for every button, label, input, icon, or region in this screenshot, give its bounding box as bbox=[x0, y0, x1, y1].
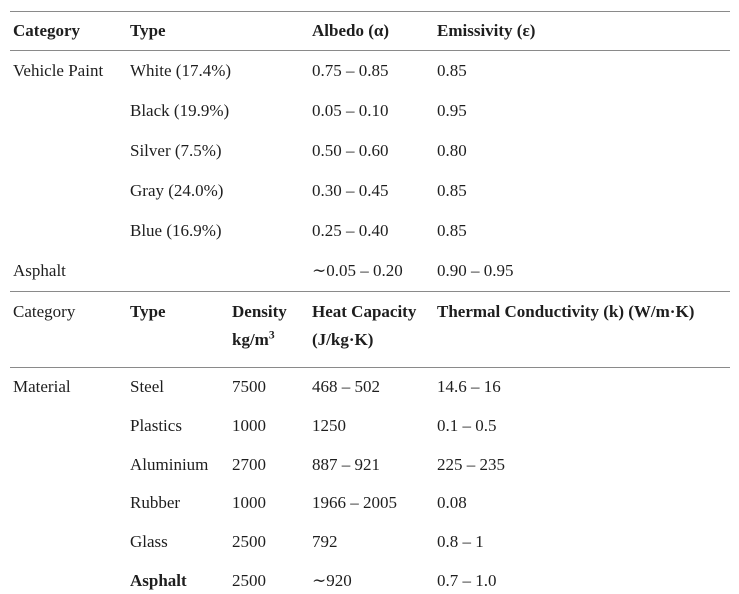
header-density-unit: kg/m3 bbox=[232, 328, 275, 349]
table-row: Silver (7.5%) 0.50 – 0.60 0.80 bbox=[10, 131, 730, 171]
table-row: Material Steel 7500 468 – 502 14.6 – 16 bbox=[10, 368, 730, 407]
cell-type: Rubber bbox=[130, 493, 181, 513]
cell-density: 2700 bbox=[232, 454, 266, 474]
cell-category: Material bbox=[13, 377, 71, 397]
cell-heat-capacity: 468 – 502 bbox=[312, 377, 380, 397]
cell-category bbox=[10, 445, 127, 484]
cell-emissivity: 0.85 bbox=[437, 181, 467, 200]
cell-type: Aluminium bbox=[130, 454, 209, 474]
cell-density: 2500 bbox=[232, 532, 266, 552]
cell-type: Asphalt bbox=[130, 570, 187, 590]
material-properties-table: Category Type Density kg/m3 Heat Capacit… bbox=[10, 291, 730, 594]
cell-type: Blue (16.9%) bbox=[130, 221, 222, 240]
cell-category bbox=[10, 407, 127, 446]
cell-thermal-conductivity: 0.08 bbox=[437, 493, 467, 513]
albedo-table-header-row: Category Type Albedo (α) Emissivity (ε) bbox=[10, 12, 730, 51]
header-heat-capacity: Heat Capacity (J/kg·K) bbox=[309, 292, 434, 368]
header-heat-capacity-unit: (J/kg·K) bbox=[312, 330, 374, 349]
cell-emissivity: 0.95 bbox=[437, 101, 467, 120]
header-albedo: Albedo (α) bbox=[312, 21, 390, 40]
cell-heat-capacity: 792 bbox=[312, 532, 338, 552]
density-superscript: 3 bbox=[268, 328, 275, 342]
cell-category: Asphalt bbox=[13, 261, 66, 280]
cell-category: Vehicle Paint bbox=[13, 61, 104, 80]
cell-category bbox=[10, 523, 127, 562]
cell-type: Plastics bbox=[130, 416, 182, 436]
cell-type bbox=[127, 251, 309, 291]
cell-heat-capacity: 1966 – 2005 bbox=[312, 493, 397, 513]
cell-type: Silver (7.5%) bbox=[130, 141, 222, 160]
table-row: Vehicle Paint White (17.4%) 0.75 – 0.85 … bbox=[10, 51, 730, 92]
cell-thermal-conductivity: 0.1 – 0.5 bbox=[437, 416, 497, 436]
cell-albedo: 0.75 – 0.85 bbox=[312, 61, 389, 80]
table-row: Gray (24.0%) 0.30 – 0.45 0.85 bbox=[10, 171, 730, 211]
header-emissivity: Emissivity (ε) bbox=[437, 21, 536, 40]
cell-density: 7500 bbox=[232, 377, 266, 397]
table-row: Asphalt 2500 ∼920 0.7 – 1.0 bbox=[10, 561, 730, 594]
cell-emissivity: 0.85 bbox=[437, 221, 467, 240]
cell-thermal-conductivity: 14.6 – 16 bbox=[437, 377, 501, 397]
cell-heat-capacity: ∼920 bbox=[312, 570, 352, 590]
cell-type: Black (19.9%) bbox=[130, 101, 230, 120]
cell-heat-capacity: 1250 bbox=[312, 416, 346, 436]
cell-albedo: 0.05 – 0.10 bbox=[312, 101, 389, 120]
table-row: Glass 2500 792 0.8 – 1 bbox=[10, 523, 730, 562]
cell-albedo: 0.30 – 0.45 bbox=[312, 181, 389, 200]
cell-type: Gray (24.0%) bbox=[130, 181, 224, 200]
cell-emissivity: 0.80 bbox=[437, 141, 467, 160]
cell-category bbox=[10, 171, 127, 211]
cell-category bbox=[10, 561, 127, 594]
header-heat-capacity-line1: Heat Capacity bbox=[312, 302, 417, 321]
table-row: Plastics 1000 1250 0.1 – 0.5 bbox=[10, 407, 730, 446]
cell-emissivity: 0.90 – 0.95 bbox=[437, 261, 514, 280]
header-thermal-conductivity: Thermal Conductivity (k) (W/m·K) bbox=[437, 302, 695, 321]
cell-type: Glass bbox=[130, 532, 168, 552]
cell-thermal-conductivity: 0.8 – 1 bbox=[437, 532, 484, 552]
header-type: Type bbox=[130, 302, 166, 321]
header-category: Category bbox=[13, 21, 81, 40]
cell-albedo: 0.50 – 0.60 bbox=[312, 141, 389, 160]
header-density: Density kg/m3 bbox=[229, 292, 309, 368]
cell-density: 2500 bbox=[232, 570, 266, 590]
cell-heat-capacity: 887 – 921 bbox=[312, 454, 380, 474]
table-row: Black (19.9%) 0.05 – 0.10 0.95 bbox=[10, 91, 730, 131]
cell-density: 1000 bbox=[232, 493, 266, 513]
cell-type: White (17.4%) bbox=[130, 61, 232, 80]
cell-type: Steel bbox=[130, 377, 164, 397]
header-type: Type bbox=[130, 21, 166, 40]
cell-thermal-conductivity: 0.7 – 1.0 bbox=[437, 570, 497, 590]
cell-category bbox=[10, 91, 127, 131]
header-density-line1: Density bbox=[232, 302, 287, 321]
cell-category bbox=[10, 131, 127, 171]
cell-category bbox=[10, 211, 127, 251]
header-category: Category bbox=[13, 302, 76, 321]
cell-thermal-conductivity: 225 – 235 bbox=[437, 454, 505, 474]
albedo-emissivity-table: Category Type Albedo (α) Emissivity (ε) … bbox=[10, 11, 730, 291]
table-row: Asphalt ∼0.05 – 0.20 0.90 – 0.95 bbox=[10, 251, 730, 291]
cell-emissivity: 0.85 bbox=[437, 61, 467, 80]
material-table-header-row: Category Type Density kg/m3 Heat Capacit… bbox=[10, 292, 730, 368]
cell-density: 1000 bbox=[232, 416, 266, 436]
table-row: Aluminium 2700 887 – 921 225 – 235 bbox=[10, 445, 730, 484]
cell-albedo: ∼0.05 – 0.20 bbox=[312, 261, 403, 280]
table-row: Rubber 1000 1966 – 2005 0.08 bbox=[10, 484, 730, 523]
cell-category bbox=[10, 484, 127, 523]
table-row: Blue (16.9%) 0.25 – 0.40 0.85 bbox=[10, 211, 730, 251]
cell-albedo: 0.25 – 0.40 bbox=[312, 221, 389, 240]
